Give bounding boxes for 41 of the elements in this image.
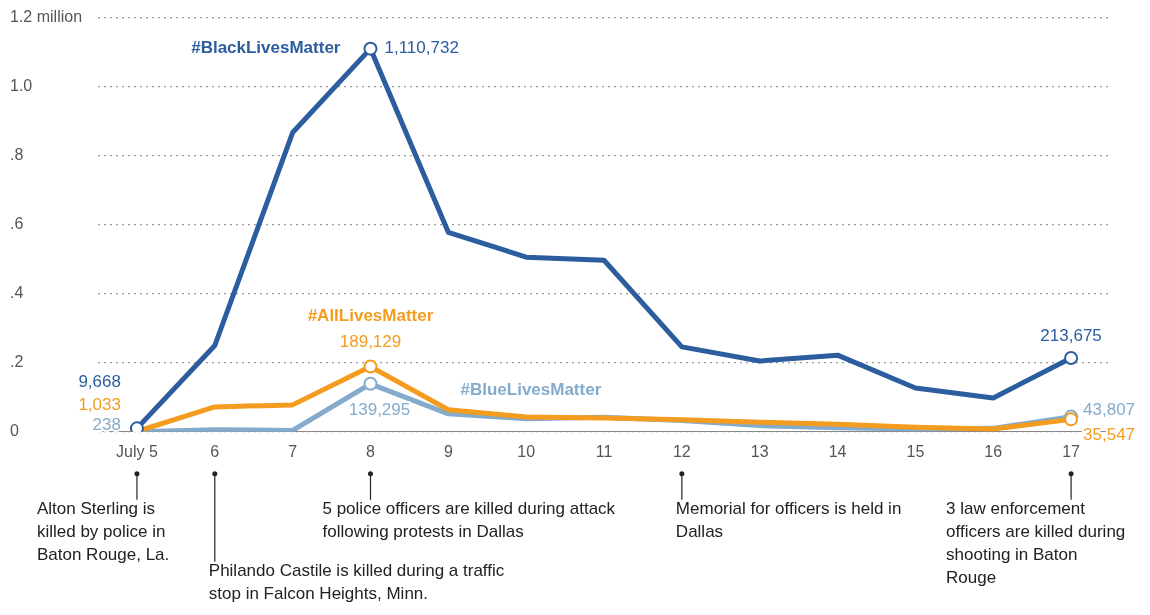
text: Alton Sterling is killed by police in Baton Rouge, La. [36, 498, 170, 564]
annotation: 238 [92, 415, 121, 435]
annotation: 9,668 [78, 372, 121, 392]
x-tick-label: 6 [210, 442, 220, 460]
point [1064, 350, 1079, 365]
y-tick-label: 1.2 million [10, 8, 83, 26]
x-tick-label: 10 [517, 442, 536, 460]
series-label: #BlackLivesMatter [191, 38, 341, 58]
annotation: 43,807 [1083, 400, 1136, 420]
point [363, 41, 378, 56]
y-tick-label: 1.0 [10, 77, 33, 95]
x-tick-label: 13 [750, 442, 769, 460]
annotation: 139,295 [348, 399, 411, 419]
y-tick-label: .6 [10, 215, 24, 233]
annotation: 35,547 [1083, 425, 1136, 445]
text: 5 police officers are killed during attack following protests in Dallas [322, 498, 616, 541]
x-tick-label: 16 [984, 442, 1003, 460]
x-tick-label: July 5 [116, 442, 158, 460]
y-tick-label: .2 [10, 353, 24, 371]
text: 3 law enforcement officers are killed during shooting in Baton Rouge [946, 498, 1126, 587]
point [363, 359, 378, 374]
series-label: #BlueLivesMatter [460, 379, 602, 399]
y-tick-label: .4 [10, 284, 24, 302]
x-tick-label: 17 [1062, 442, 1081, 460]
x-tick-label: 11 [595, 442, 613, 460]
x-tick-label: 7 [288, 442, 298, 460]
annotation: 189,129 [339, 332, 402, 352]
annotation: 1,110,732 [384, 38, 459, 58]
annotation: 1,033 [78, 395, 121, 415]
point [363, 376, 378, 391]
y-tick-label: .8 [10, 146, 24, 164]
text: Philando Castile is killed during a traffic stop in Falcon Heights, Minn. [208, 560, 505, 603]
y-tick-label: 0 [10, 422, 19, 440]
x-tick-label: 15 [906, 442, 925, 460]
text: Memorial for officers is held in Dallas [675, 498, 902, 541]
x-tick-label: 9 [443, 442, 453, 460]
x-tick-label: 12 [672, 442, 691, 460]
x-tick-label: 14 [828, 442, 847, 460]
x-tick-label: 8 [366, 442, 376, 460]
text: #AllLivesMatter [307, 306, 434, 326]
annotation: 213,675 [1040, 325, 1102, 345]
